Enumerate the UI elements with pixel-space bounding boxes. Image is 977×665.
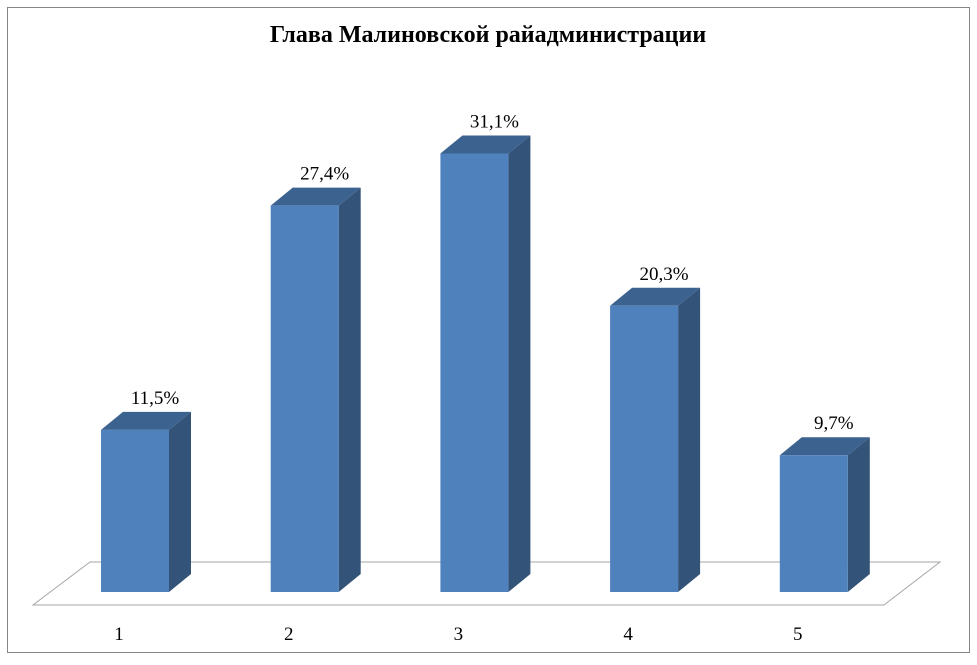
- x-tick-label-1: 1: [114, 624, 124, 645]
- bar-2-side: [338, 187, 361, 592]
- x-tick-label-2: 2: [284, 624, 294, 645]
- x-tick-label-5: 5: [793, 624, 803, 645]
- bar-1-side: [169, 411, 191, 592]
- x-tick-label-3: 3: [454, 624, 464, 645]
- bar-1-top: [101, 411, 191, 430]
- data-label-2: 27,4%: [300, 164, 349, 185]
- bar-5-side: [847, 437, 870, 592]
- data-label-3: 31,1%: [470, 111, 519, 132]
- bar-3-side: [508, 135, 531, 593]
- bar-2-top: [270, 187, 361, 206]
- x-tick-label-4: 4: [623, 624, 633, 645]
- bar-4: [610, 305, 679, 592]
- bar-3: [440, 153, 509, 593]
- bar-4-side: [678, 287, 701, 592]
- bar-5-top: [779, 437, 870, 456]
- data-label-5: 9,7%: [814, 413, 854, 434]
- data-label-4: 20,3%: [640, 264, 689, 285]
- data-label-1: 11,5%: [131, 388, 180, 409]
- bar-1: [101, 429, 169, 592]
- bar-3-top: [440, 135, 531, 154]
- bar-2: [270, 205, 339, 592]
- bar-4-top: [610, 287, 701, 306]
- chart-title: Глава Малиновской райадминистрации: [270, 22, 707, 48]
- bar-5: [779, 455, 848, 592]
